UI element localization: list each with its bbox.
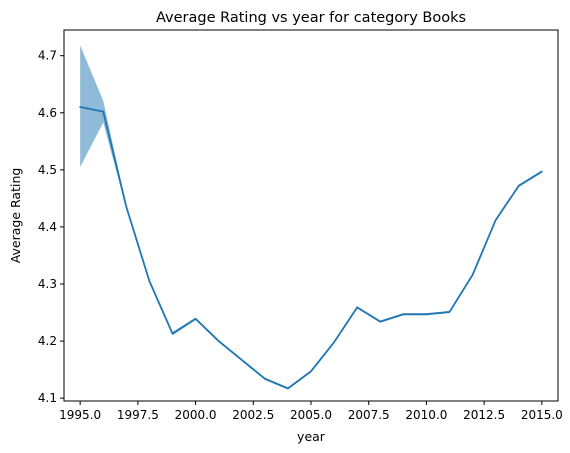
data-point: [471, 273, 474, 276]
y-axis-label: Average Rating: [8, 168, 23, 264]
data-point: [286, 387, 289, 390]
chart-title: Average Rating vs year for category Book…: [156, 10, 466, 26]
x-tick-label: 2000.0: [175, 408, 217, 422]
data-point: [494, 219, 497, 222]
data-point: [217, 340, 220, 343]
data-point: [194, 317, 197, 320]
data-point: [125, 205, 128, 208]
data-point: [333, 341, 336, 344]
y-axis: 4.1 4.2 4.3 4.4 4.5 4.6 4.7: [38, 49, 64, 405]
x-tick-label: 2015.0: [521, 408, 563, 422]
x-tick-label: 1997.5: [117, 408, 159, 422]
y-tick-label: 4.1: [38, 391, 57, 405]
plot-frame: [64, 30, 558, 401]
x-tick-label: 2002.5: [232, 408, 274, 422]
data-point: [240, 358, 243, 361]
y-tick-label: 4.3: [38, 277, 57, 291]
x-tick-label: 2010.0: [405, 408, 447, 422]
y-tick-label: 4.5: [38, 163, 57, 177]
x-tick-label: 1995.0: [59, 408, 101, 422]
data-point: [263, 377, 266, 380]
y-tick-label: 4.7: [38, 49, 57, 63]
data-point: [517, 184, 520, 187]
data-point: [402, 313, 405, 316]
x-tick-label: 2012.5: [463, 408, 505, 422]
data-point: [102, 110, 105, 113]
y-tick-label: 4.6: [38, 106, 57, 120]
series-line: [80, 107, 542, 388]
data-point: [448, 310, 451, 313]
data-point: [540, 170, 543, 173]
x-tick-label: 2007.5: [348, 408, 390, 422]
x-tick-label: 2005.0: [290, 408, 332, 422]
data-point: [379, 320, 382, 323]
confidence-band: [80, 45, 542, 389]
data-point: [79, 106, 82, 109]
x-axis-label: year: [297, 429, 326, 444]
y-tick-label: 4.4: [38, 220, 57, 234]
data-point: [425, 313, 428, 316]
x-axis: 1995.0 1997.5 2000.0 2002.5 2005.0 2007.5 2010…: [59, 401, 563, 422]
data-point: [310, 370, 313, 373]
data-point: [356, 306, 359, 309]
data-point: [171, 332, 174, 335]
data-point: [148, 280, 151, 283]
y-tick-label: 4.2: [38, 334, 57, 348]
